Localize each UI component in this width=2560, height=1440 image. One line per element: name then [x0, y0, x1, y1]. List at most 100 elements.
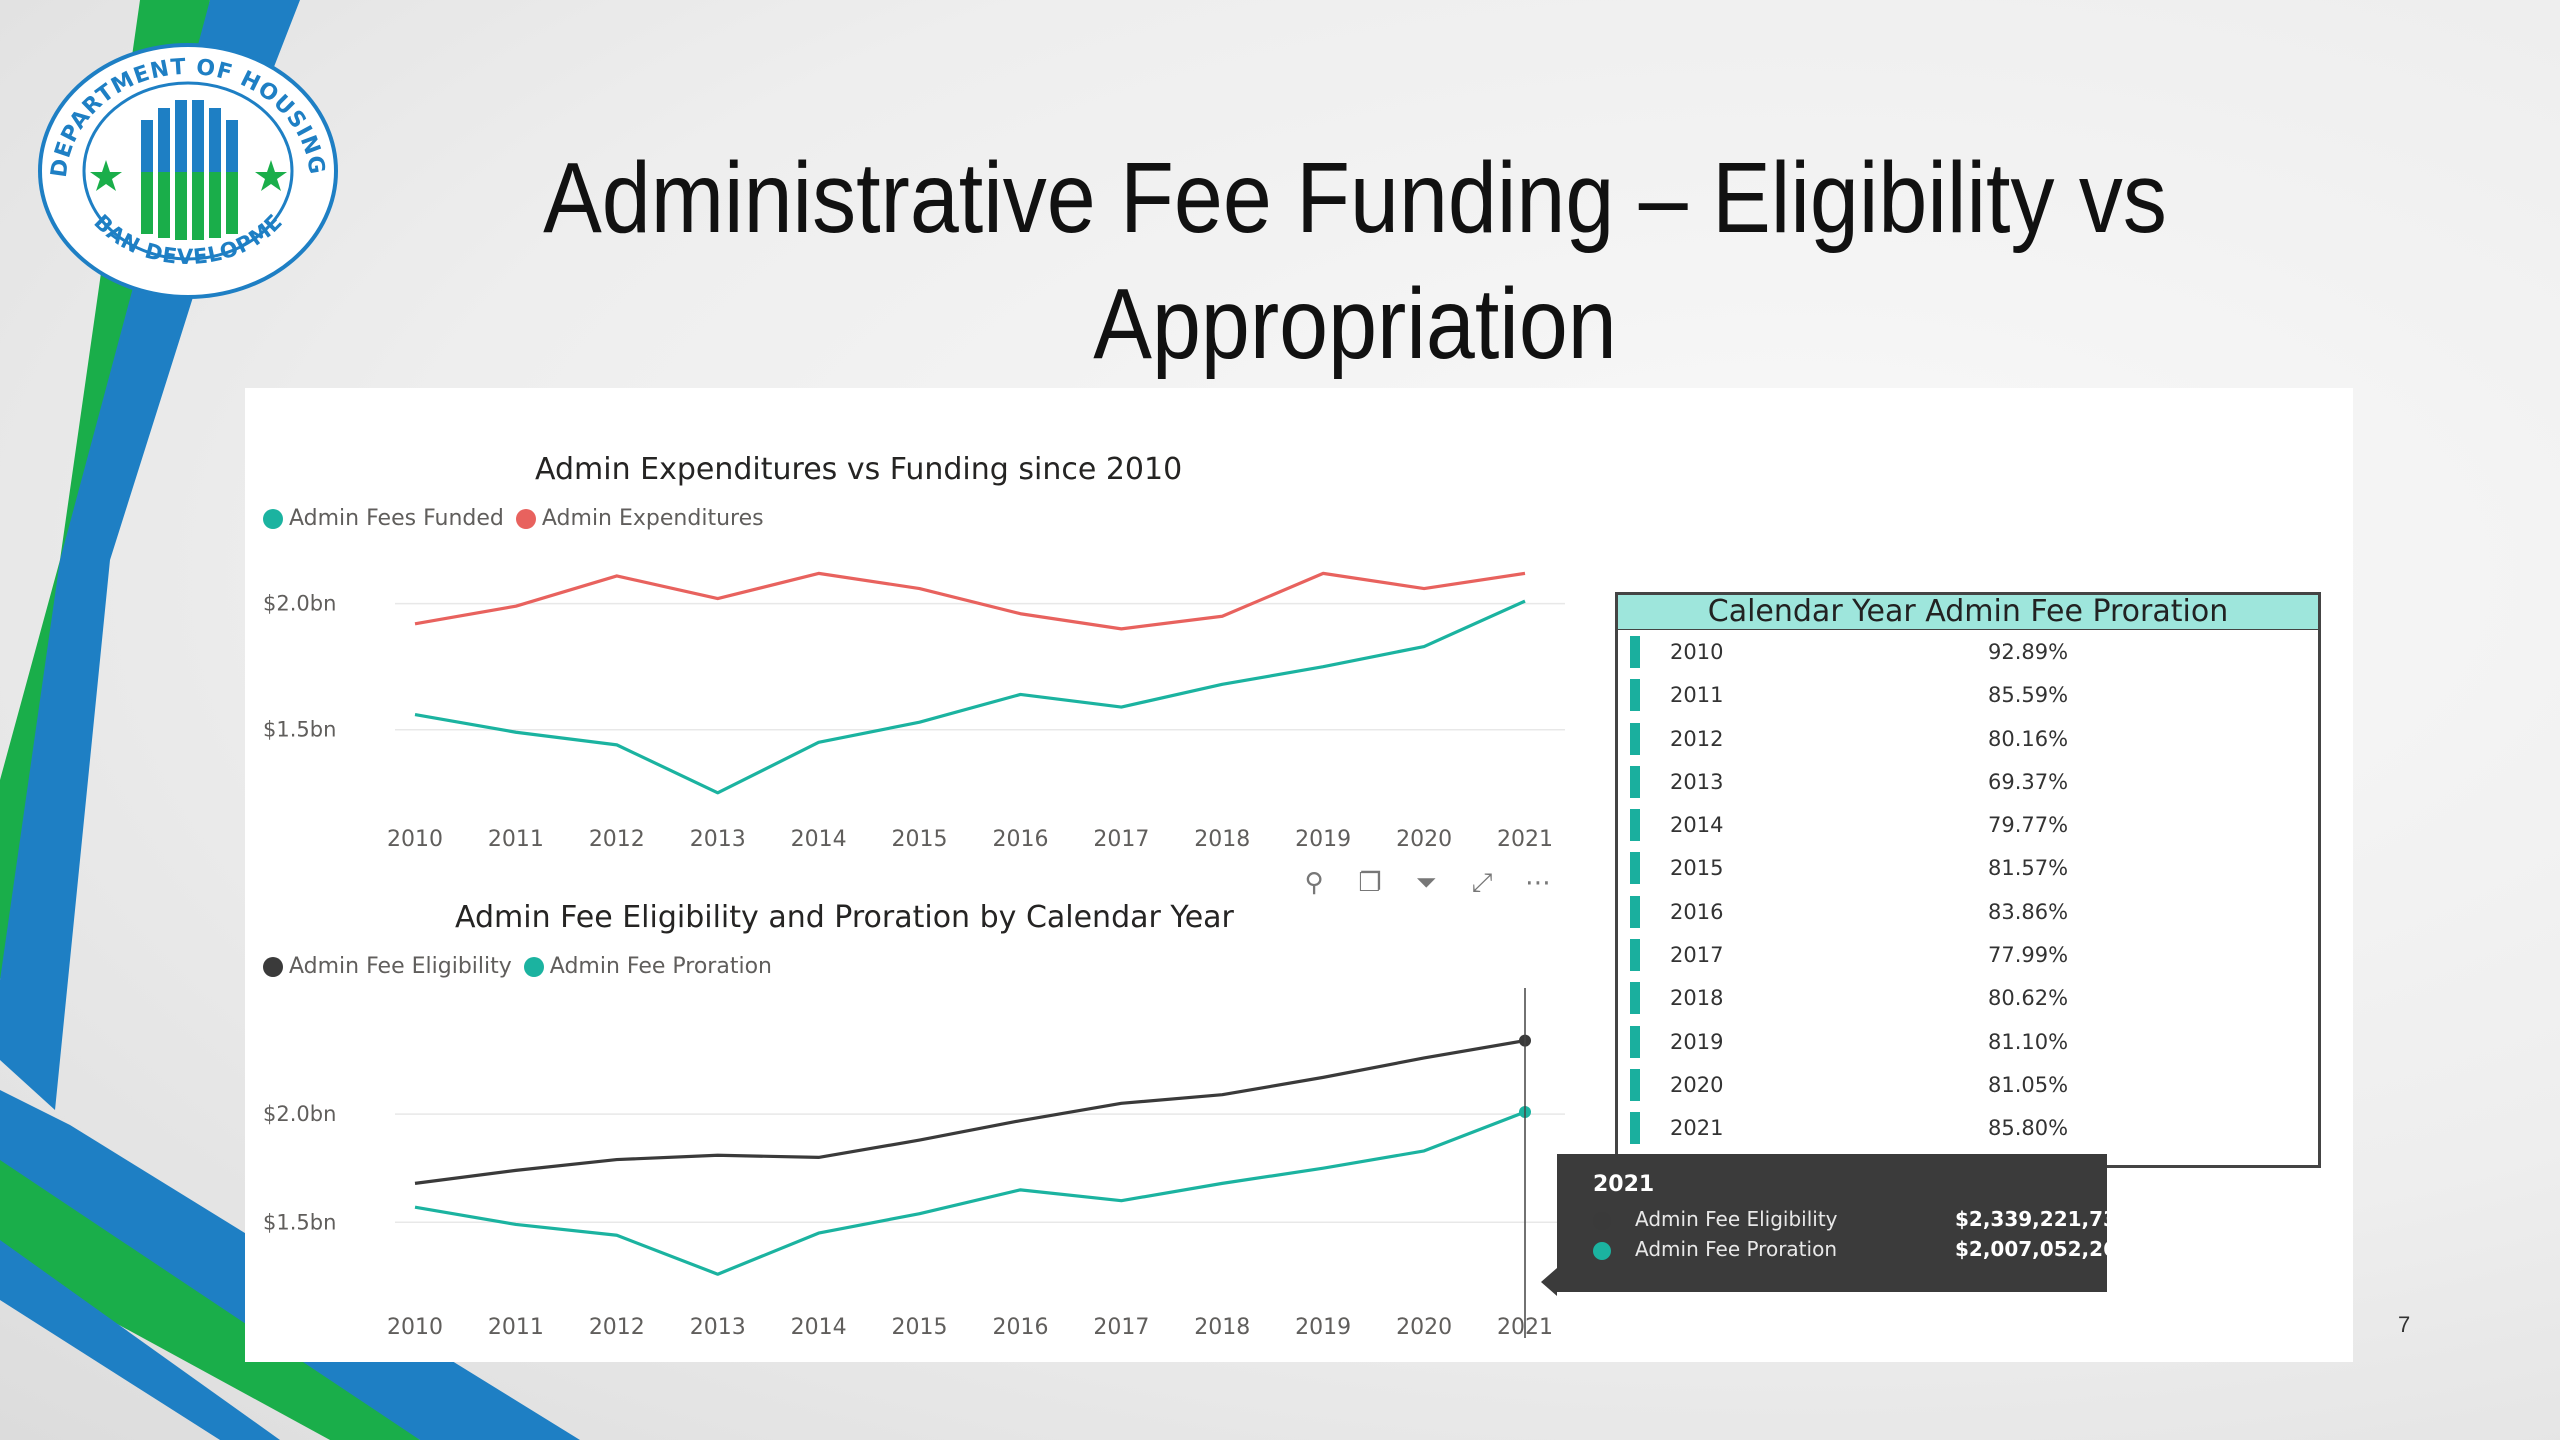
row-proration-value: 81.10% [1988, 1029, 2069, 1054]
row-year: 2011 [1670, 683, 1724, 708]
row-proration-value: 79.77% [1988, 813, 2069, 838]
pin-icon[interactable]: ⚲ [1304, 868, 1324, 898]
x-tick-label: 2020 [1396, 827, 1452, 852]
row-indicator-bar [1630, 982, 1640, 1015]
row-proration-value: 85.59% [1988, 683, 2069, 708]
row-year: 2010 [1670, 640, 1724, 664]
tooltip-row-eligibility: Admin Fee Eligibility $2,339,221,731 [1593, 1205, 2131, 1235]
hud-seal-logo: U.S. DEPARTMENT OF HOUSING AND URBAN DEV… [36, 42, 338, 299]
eligibility-proration-chart[interactable]: $1.5bn $2.0bn 2010 2011 2012 2013 2014 2015 2016… [245, 988, 1575, 1362]
table-row: 2013 69.37% [1618, 760, 2318, 803]
legend-item-expenditures[interactable]: Admin Expenditures [515, 506, 764, 531]
row-indicator-bar [1630, 722, 1640, 755]
copy-icon[interactable]: ❐ [1358, 868, 1382, 898]
legend-label-funded: Admin Fees Funded [289, 506, 504, 531]
row-indicator-bar [1630, 852, 1640, 885]
row-indicator-bar [1630, 636, 1640, 668]
legend-item-eligibility[interactable]: Admin Fee Eligibility [263, 954, 512, 979]
table-row: 2016 83.86% [1618, 890, 2318, 933]
tooltip-value-eligibility: $2,339,221,731 [1955, 1207, 2131, 1231]
row-year: 2013 [1670, 769, 1724, 794]
y-tick-label: $1.5bn [263, 1210, 336, 1234]
x-tick-label: 2019 [1295, 1315, 1351, 1340]
y-tick-label: $1.5bn [263, 718, 336, 742]
table-row: 2018 80.62% [1618, 976, 2318, 1019]
y-tick-label: $2.0bn [263, 1102, 336, 1126]
row-indicator-bar [1630, 1068, 1640, 1101]
chart2-legend: Admin Fee Eligibility Admin Fee Proratio… [263, 954, 772, 979]
row-indicator-bar [1630, 895, 1640, 928]
row-proration-value: 69.37% [1988, 769, 2069, 794]
page-number: 7 [2398, 1312, 2411, 1337]
x-tick-label: 2015 [892, 827, 948, 852]
filter-icon[interactable]: ⏷ [1415, 868, 1437, 898]
table-row: 2012 80.16% [1618, 717, 2318, 760]
row-proration-value: 81.05% [1988, 1072, 2069, 1097]
row-indicator-bar [1630, 939, 1640, 972]
tooltip-row-proration: Admin Fee Proration $2,007,052,268 [1593, 1235, 2131, 1265]
legend-dot-eligibility [263, 956, 283, 977]
table-row: 2020 81.05% [1618, 1063, 2318, 1106]
x-tick-label: 2015 [892, 1315, 948, 1340]
tooltip-title: 2021 [1593, 1172, 1655, 1197]
data-tooltip: 2021 Admin Fee Eligibility $2,339,221,73… [1557, 1154, 2131, 1292]
row-year: 2021 [1670, 1116, 1724, 1141]
proration-table-title: Calendar Year Admin Fee Proration [1618, 595, 2318, 630]
legend-item-funded[interactable]: Admin Fees Funded [263, 506, 504, 531]
table-row: 2019 81.10% [1618, 1020, 2318, 1063]
slide-title: Administrative Fee Funding – Eligibility… [543, 142, 2167, 380]
series-line-0 [414, 599, 1526, 795]
x-tick-label: 2010 [387, 827, 443, 852]
series-line-1 [414, 571, 1526, 631]
row-year: 2018 [1670, 986, 1724, 1011]
legend-label-eligibility: Admin Fee Eligibility [289, 954, 512, 979]
legend-label-expenditures: Admin Expenditures [541, 506, 764, 531]
row-indicator-bar [1630, 1025, 1640, 1058]
x-tick-label: 2014 [791, 1315, 847, 1340]
row-year: 2014 [1670, 813, 1724, 838]
row-proration-value: 92.89% [1988, 640, 2069, 664]
proration-table: Calendar Year Admin Fee Proration 2010 92… [1615, 592, 2321, 1168]
x-tick-label: 2013 [690, 827, 746, 852]
focus-mode-icon[interactable]: ⤢ [1471, 868, 1493, 898]
legend-dot-proration [523, 956, 544, 977]
legend-label-proration: Admin Fee Proration [549, 954, 772, 979]
chart1-title: Admin Expenditures vs Funding since 2010 [535, 452, 1183, 487]
tooltip-label-eligibility: Admin Fee Eligibility [1635, 1207, 1838, 1231]
y-tick-label: $2.0bn [263, 592, 336, 616]
table-row: 2017 77.99% [1618, 933, 2318, 976]
row-year: 2012 [1670, 726, 1724, 751]
legend-item-proration[interactable]: Admin Fee Proration [523, 954, 772, 979]
series-line-1 [414, 1110, 1526, 1276]
row-proration-value: 85.80% [1988, 1116, 2069, 1141]
x-tick-label: 2010 [387, 1315, 443, 1340]
table-row: 2014 79.77% [1618, 803, 2318, 846]
tooltip-value-proration: $2,007,052,268 [1955, 1237, 2131, 1261]
x-tick-label: 2017 [1093, 1315, 1149, 1340]
table-row: 2015 81.57% [1618, 846, 2318, 889]
row-indicator-bar [1630, 679, 1640, 712]
row-indicator-bar [1630, 765, 1640, 798]
x-tick-label: 2020 [1396, 1315, 1452, 1340]
row-year: 2019 [1670, 1029, 1724, 1054]
x-tick-label: 2011 [488, 827, 544, 852]
chart2-title: Admin Fee Eligibility and Proration by C… [455, 900, 1234, 935]
table-row: 2010 92.89% [1618, 630, 2318, 673]
proration-table-body: 2010 92.89% 2011 85.59% 2012 80.16% 2013 69.37%… [1618, 630, 2318, 1150]
tooltip-label-proration: Admin Fee Proration [1635, 1237, 1837, 1261]
chart1-legend: Admin Fees Funded Admin Expenditures [263, 506, 764, 531]
x-tick-label: 2012 [589, 1315, 645, 1340]
table-row: 2011 85.59% [1618, 673, 2318, 716]
row-year: 2015 [1670, 856, 1724, 881]
row-indicator-bar [1630, 1112, 1640, 1145]
x-tick-label: 2011 [488, 1315, 544, 1340]
row-proration-value: 80.16% [1988, 726, 2069, 751]
admin-expenditures-chart[interactable]: $1.5bn $2.0bn 2010 2011 2012 2013 2014 2015 2016… [245, 518, 1575, 868]
legend-dot-funded [263, 508, 283, 529]
dashboard-panel: Admin Expenditures vs Funding since 2010… [245, 388, 2353, 1362]
more-options-icon[interactable]: ⋯ [1525, 868, 1551, 898]
x-tick-label: 2018 [1194, 827, 1250, 852]
x-tick-label: 2019 [1295, 827, 1351, 852]
visual-toolbar: ⚲ ❐ ⏷ ⤢ ⋯ [1295, 868, 1557, 899]
row-year: 2017 [1670, 943, 1724, 968]
